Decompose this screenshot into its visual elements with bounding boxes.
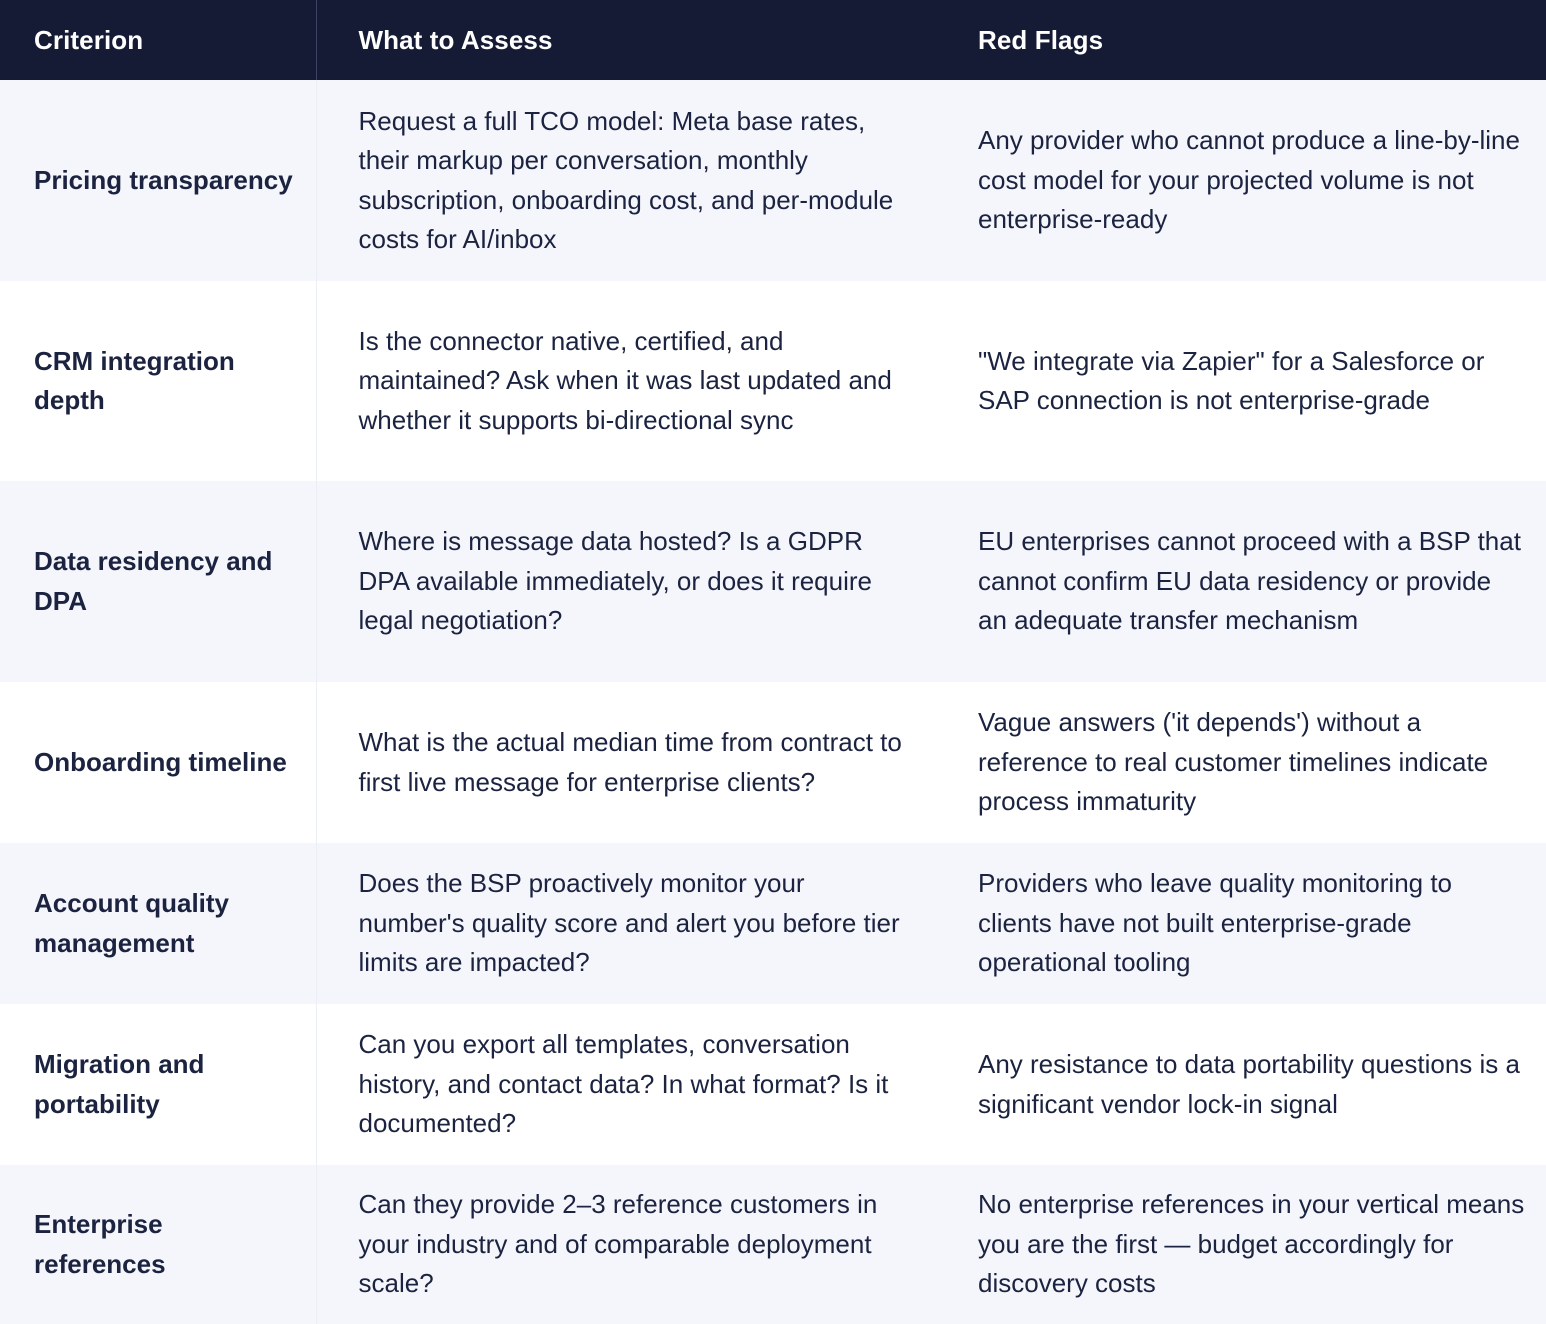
table-row: Account quality management Does the BSP …	[0, 843, 1546, 1004]
what-to-assess-cell: Request a full TCO model: Meta base rate…	[358, 105, 894, 255]
red-flags-cell: Any provider who cannot produce a line-b…	[978, 125, 1520, 235]
header-criterion: Criterion	[0, 0, 317, 80]
criterion-cell: Enterprise references	[0, 1165, 317, 1324]
what-to-assess-cell: Can they provide 2–3 reference customers…	[358, 1189, 878, 1299]
criterion-cell: Data residency and DPA	[0, 481, 317, 682]
what-to-assess-cell: Can you export all templates, conversati…	[358, 1029, 889, 1139]
criterion-cell: Onboarding timeline	[0, 682, 317, 843]
table-row: Enterprise references Can they provide 2…	[0, 1165, 1546, 1324]
red-flags-cell: Providers who leave quality monitoring t…	[978, 868, 1453, 978]
table-row: Pricing transparency Request a full TCO …	[0, 80, 1546, 281]
header-red-flags: Red Flags	[978, 24, 1104, 55]
red-flags-cell: Any resistance to data portability quest…	[978, 1049, 1520, 1119]
criterion-cell: Account quality management	[0, 843, 317, 1004]
red-flags-cell: No enterprise references in your vertica…	[978, 1189, 1525, 1299]
header-what-to-assess: What to Assess	[358, 24, 553, 55]
red-flags-cell: EU enterprises cannot proceed with a BSP…	[978, 526, 1521, 636]
table-body: Pricing transparency Request a full TCO …	[0, 80, 1546, 1324]
table-row: CRM integration depth Is the connector n…	[0, 281, 1546, 481]
what-to-assess-cell: Does the BSP proactively monitor your nu…	[358, 868, 900, 978]
what-to-assess-cell: Where is message data hosted? Is a GDPR …	[358, 526, 873, 636]
criterion-cell: CRM integration depth	[0, 281, 317, 481]
what-to-assess-cell: What is the actual median time from cont…	[358, 727, 902, 797]
criterion-cell: Pricing transparency	[0, 80, 317, 281]
table-row: Onboarding timeline What is the actual m…	[0, 682, 1546, 843]
red-flags-cell: "We integrate via Zapier" for a Salesfor…	[978, 345, 1485, 416]
red-flags-cell: Vague answers ('it depends') without a r…	[978, 707, 1489, 817]
header-row: Criterion What to Assess Red Flags	[0, 0, 1546, 80]
criterion-cell: Migration and portability	[0, 1004, 317, 1165]
what-to-assess-cell: Is the connector native, certified, and …	[358, 325, 892, 435]
table-row: Migration and portability Can you export…	[0, 1004, 1546, 1165]
table-header: Criterion What to Assess Red Flags	[0, 0, 1546, 80]
table-row: Data residency and DPA Where is message …	[0, 481, 1546, 682]
